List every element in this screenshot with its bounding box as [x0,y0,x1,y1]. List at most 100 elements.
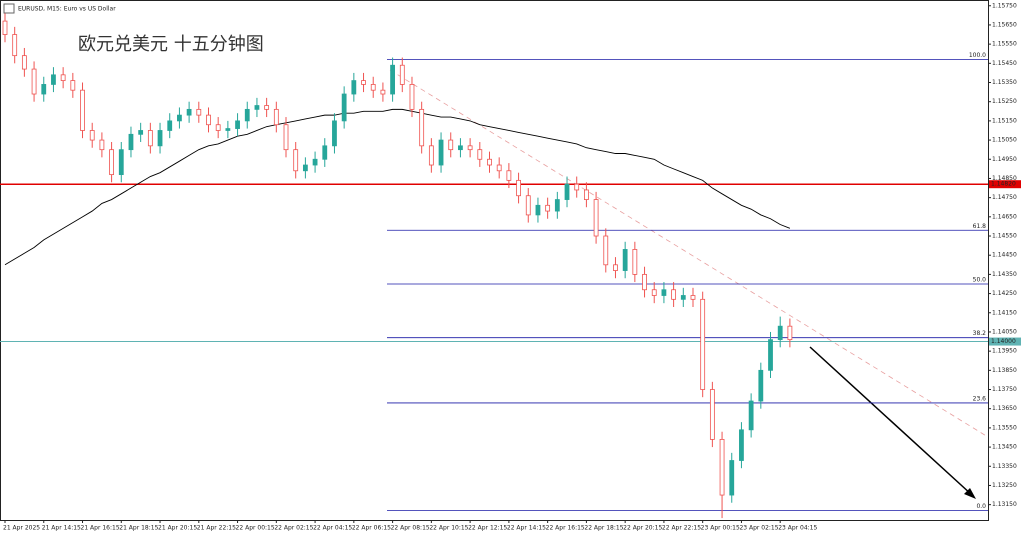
candle-body [516,179,521,197]
candle-body [244,108,250,122]
y-tick-label: 1.14850 [992,175,1017,182]
y-tick-label: 1.15050 [992,137,1017,144]
candle-body [12,34,18,57]
x-tick-label: 22 Apr 12:15 [468,525,507,532]
x-tick-label: 22 Apr 20:15 [623,525,662,532]
candle-body [428,145,434,166]
x-tick-label: 22 Apr 18:15 [584,525,623,532]
candle-body [584,189,589,200]
candle-body [661,289,667,296]
candle-body [341,93,347,122]
candle-body [564,183,570,200]
x-tick-label: 21 Apr 22:15 [197,525,236,532]
x-tick-label: 22 Apr 06:15 [352,525,391,532]
candle-body [89,130,95,141]
candle-body [477,149,483,160]
candle-body [21,55,27,70]
candle-body [138,130,144,135]
candle-body [448,139,454,151]
candle-body [719,439,725,496]
candle-body [70,80,76,91]
y-tick-label: 1.15450 [992,60,1017,67]
x-tick-label: 23 Apr 02:15 [739,525,778,532]
candle-body [613,264,618,271]
x-tick-label: 22 Apr 04:15 [313,525,352,532]
y-tick-label: 1.15250 [992,98,1017,105]
y-tick-label: 1.13150 [992,501,1017,508]
y-tick-label: 1.13450 [992,444,1017,451]
y-tick-label: 1.14050 [992,328,1017,335]
candle-body [680,295,686,300]
candle-body [535,204,541,216]
forecast-arrow [809,346,973,496]
fib-label: 61.8 [973,223,987,230]
candle-body [128,133,134,151]
x-tick-label: 21 Apr 20:15 [158,525,197,532]
y-tick-label: 1.14450 [992,252,1017,259]
arrow-head [964,488,976,499]
y-tick-label: 1.15750 [992,2,1017,9]
candle-body [41,84,47,95]
y-tick-label: 1.13950 [992,348,1017,355]
x-tick-label: 21 Apr 16:15 [81,525,120,532]
candle-body [758,369,764,402]
candle-body [60,74,66,81]
candle-body [506,170,512,181]
candle-body [574,183,580,191]
candle-body [438,139,444,166]
candle-body [603,235,609,266]
candle-body [283,124,289,151]
bid-line-box [989,337,1021,346]
candle-body [264,105,270,110]
chart-title: 欧元兑美元 十五分钟图 [78,34,264,55]
symbol-icon [3,3,15,14]
candle-body [157,130,163,147]
candle-body [399,64,405,85]
candle-body [293,149,299,172]
x-tick-label: 21 Apr 18:15 [119,525,158,532]
symbol-label: EURUSD, M15: Euro vs US Dollar [18,6,116,13]
candle-body [671,289,677,300]
level-line-label: 1.14820 [991,181,1016,188]
y-tick-label: 1.15650 [992,21,1017,28]
candle-body [777,325,783,341]
candle-body [312,158,318,166]
y-tick-label: 1.14150 [992,309,1017,316]
y-tick-label: 1.14750 [992,194,1017,201]
candle-body [235,120,240,129]
x-tick-label: 22 Apr 16:15 [546,525,585,532]
y-tick-label: 1.13250 [992,482,1017,489]
candle-body [380,89,386,95]
candle-body [525,195,531,216]
candle-body [31,68,37,95]
candle-body [118,149,124,176]
candle-body [690,295,696,300]
x-tick-label: 22 Apr 00:15 [236,525,275,532]
candle-body [196,108,202,116]
candle-body [215,124,221,131]
x-tick-label: 22 Apr 14:15 [507,525,546,532]
candle-body [622,249,628,271]
x-tick-label: 21 Apr 2025 [3,525,40,532]
candle-body [768,339,773,371]
candle-body [467,145,473,151]
candle-body [554,199,560,212]
candle-body [458,145,463,151]
fib-label: 100.0 [969,52,986,59]
candle-body [2,20,8,35]
y-tick-label: 1.14650 [992,213,1017,220]
candle-body [254,105,260,110]
fib-label: 0.0 [976,503,986,510]
fib-label: 50.0 [973,276,987,283]
candle-body [651,289,657,296]
candle-body [99,139,105,151]
y-tick-label: 1.15550 [992,41,1017,48]
candle-body [419,108,425,147]
candle-body [409,84,415,110]
y-tick-label: 1.13350 [992,463,1017,470]
fib-label: 23.6 [973,395,987,402]
x-tick-label: 23 Apr 04:15 [778,525,817,532]
candle-body [390,64,396,95]
